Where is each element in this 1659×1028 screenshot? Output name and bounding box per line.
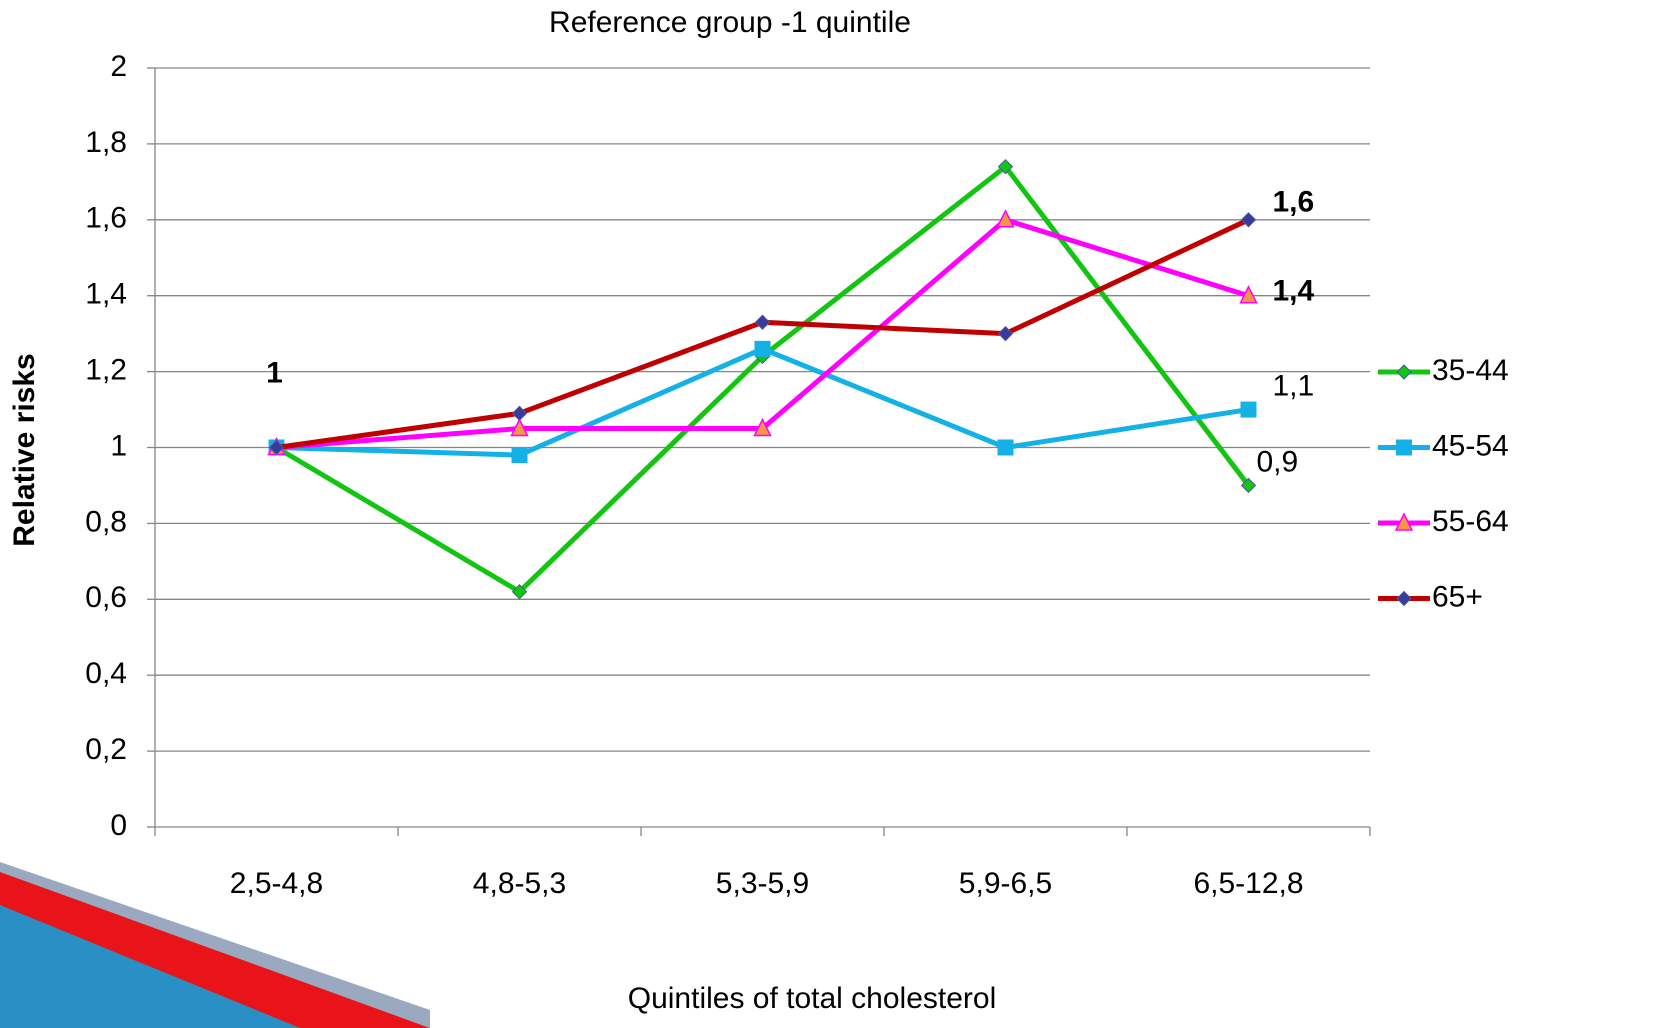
marker xyxy=(754,314,771,330)
legend-marker xyxy=(1396,364,1412,380)
marker xyxy=(510,417,529,437)
y-tick-label: 1,4 xyxy=(85,278,127,311)
legend-label: 45-54 xyxy=(1432,429,1509,462)
marker xyxy=(1240,401,1257,418)
y-tick-label: 1,6 xyxy=(85,202,127,235)
marker xyxy=(1240,212,1257,228)
y-tick-label: 1 xyxy=(110,429,127,462)
y-tick-label: 0,6 xyxy=(85,581,127,614)
data-label: 1 xyxy=(266,356,283,389)
legend-label: 35-44 xyxy=(1432,354,1509,387)
chart-title: Reference group -1 quintile xyxy=(549,6,911,39)
data-label: 0,9 xyxy=(1257,445,1299,478)
marker xyxy=(1240,477,1257,494)
marker xyxy=(754,340,771,357)
marker xyxy=(511,447,528,464)
y-tick-label: 1,2 xyxy=(85,354,127,387)
series-line xyxy=(276,217,1250,450)
data-label: 1,4 xyxy=(1273,275,1315,308)
x-axis-title: Quintiles of total cholesterol xyxy=(628,982,997,1015)
marker xyxy=(996,209,1015,228)
y-tick-label: 0,4 xyxy=(85,657,127,690)
y-tick-label: 0,8 xyxy=(85,505,127,538)
marker xyxy=(511,405,528,422)
series-line xyxy=(275,164,1251,595)
series-line xyxy=(276,346,1249,458)
marker xyxy=(753,417,772,437)
marker xyxy=(997,158,1014,175)
marker xyxy=(1239,285,1258,304)
x-tick-label: 5,9-6,5 xyxy=(959,867,1052,900)
y-tick-label: 1,8 xyxy=(85,126,127,159)
y-tick-label: 2 xyxy=(110,50,127,83)
marker xyxy=(997,439,1014,456)
x-tick-label: 6,5-12,8 xyxy=(1193,867,1303,900)
x-tick-label: 4,8-5,3 xyxy=(473,867,566,900)
x-tick-label: 2,5-4,8 xyxy=(230,867,323,900)
legend-marker xyxy=(1396,439,1412,456)
marker xyxy=(997,325,1014,342)
legend-label: 65+ xyxy=(1432,580,1483,613)
data-label: 1,1 xyxy=(1273,369,1315,402)
ribbon-gray xyxy=(0,862,430,1028)
series-line xyxy=(276,217,1250,450)
legend-marker xyxy=(1394,512,1414,531)
y-tick-label: 0 xyxy=(110,809,127,842)
legend-label: 55-64 xyxy=(1432,505,1509,538)
corner-ribbon xyxy=(0,862,430,1028)
legend-marker xyxy=(1396,590,1412,607)
y-axis-title: Relative risks xyxy=(8,353,41,546)
x-tick-label: 5,3-5,9 xyxy=(716,867,809,900)
data-label: 1,6 xyxy=(1273,186,1315,219)
marker xyxy=(511,584,528,600)
y-tick-label: 0,2 xyxy=(85,733,127,766)
marker xyxy=(268,439,285,456)
